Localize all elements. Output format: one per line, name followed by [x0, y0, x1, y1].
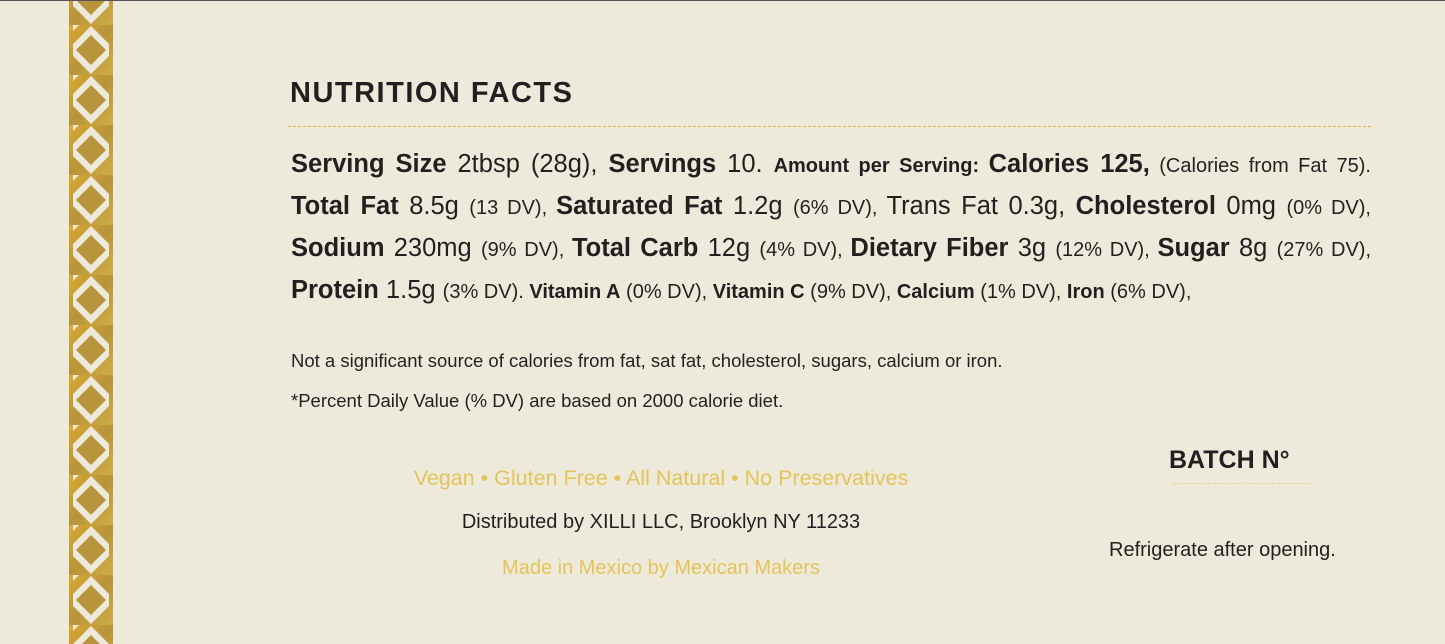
facts-segment: (0% DV),: [1286, 197, 1371, 219]
facts-segment: 3g: [1008, 234, 1056, 262]
facts-segment: Total Fat: [291, 192, 399, 220]
facts-segment: Dietary Fiber: [850, 234, 1009, 262]
facts-segment: Cholesterol: [1075, 192, 1216, 220]
origin: Made in Mexico by Mexican Makers: [502, 557, 820, 579]
facts-segment: 8.5g: [398, 192, 470, 220]
facts-segment: Amount per Serving:: [773, 155, 989, 177]
facts-segment: Servings: [608, 150, 717, 178]
facts-segment: Protein: [291, 276, 379, 304]
facts-segment: 1.5g: [378, 276, 443, 304]
facts-segment: Serving Size: [291, 150, 447, 178]
facts-segment: (4% DV),: [759, 239, 851, 261]
batch-number-label: BATCH N°: [1169, 446, 1290, 474]
facts-segment: Calories 125,: [988, 150, 1150, 178]
facts-segment: (0% DV),: [620, 281, 713, 303]
facts-segment: 230mg: [384, 234, 481, 262]
facts-segment: Iron: [1066, 281, 1105, 303]
divider: [288, 126, 1371, 127]
storage-instructions: Refrigerate after opening.: [1109, 539, 1336, 561]
batch-number-line: [1173, 483, 1310, 484]
facts-segment: (6% DV),: [792, 197, 887, 219]
facts-segment: (6% DV),: [1104, 281, 1192, 303]
facts-segment: Vitamin A: [529, 281, 621, 303]
facts-segment: (13 DV),: [469, 197, 557, 219]
facts-segment: (1% DV),: [974, 281, 1067, 303]
facts-segment: 2tbsp (28g),: [446, 150, 609, 178]
daily-value-note: *Percent Daily Value (% DV) are based on…: [291, 390, 784, 411]
facts-segment: (9% DV),: [480, 239, 572, 261]
nutrition-facts-text: Serving Size 2tbsp (28g), Servings 10. A…: [291, 144, 1371, 312]
facts-segment: (12% DV),: [1055, 239, 1158, 261]
facts-segment: (9% DV),: [804, 281, 897, 303]
facts-segment: 0mg: [1215, 192, 1287, 220]
facts-segment: Total Carb: [571, 234, 699, 262]
facts-segment: Trans Fat 0.3g,: [886, 192, 1076, 220]
facts-segment: Saturated Fat: [556, 192, 723, 220]
facts-segment: (Calories from Fat 75).: [1149, 155, 1371, 177]
facts-segment: 10.: [716, 150, 774, 178]
facts-segment: Vitamin C: [712, 281, 805, 303]
nutrition-note: Not a significant source of calories fro…: [291, 350, 1003, 371]
decorative-border-strip: [69, 1, 113, 644]
facts-segment: 12g: [698, 234, 760, 262]
distributor: Distributed by XILLI LLC, Brooklyn NY 11…: [461, 511, 861, 533]
facts-segment: Sodium: [291, 234, 385, 262]
product-claims: Vegan • Gluten Free • All Natural • No P…: [413, 466, 909, 490]
facts-segment: (3% DV).: [442, 281, 530, 303]
page-title: NUTRITION FACTS: [290, 77, 574, 109]
facts-segment: (27% DV),: [1276, 239, 1372, 261]
facts-segment: 1.2g: [722, 192, 793, 220]
facts-segment: 8g: [1229, 234, 1277, 262]
facts-segment: Sugar: [1157, 234, 1230, 262]
facts-segment: Calcium: [896, 281, 975, 303]
